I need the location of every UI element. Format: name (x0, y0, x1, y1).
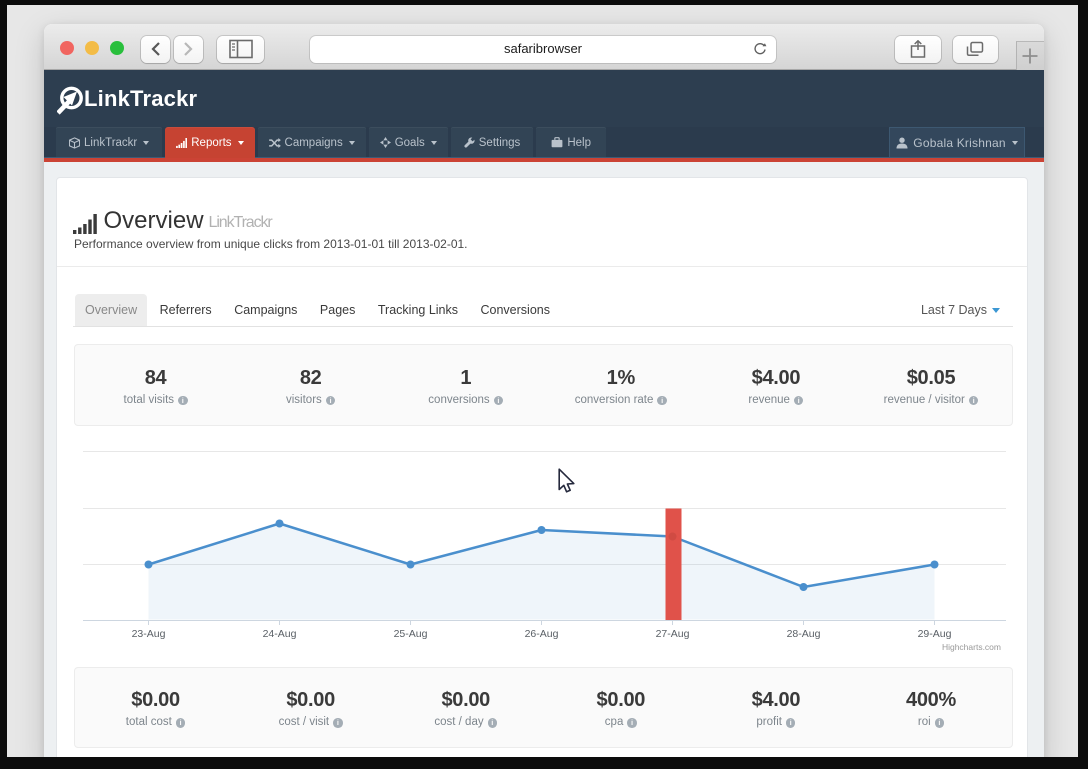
svg-text:Highcharts.com: Highcharts.com (942, 642, 1001, 652)
svg-text:28-Aug: 28-Aug (787, 628, 821, 640)
svg-text:23-Aug: 23-Aug (132, 628, 166, 640)
svg-text:25-Aug: 25-Aug (394, 628, 428, 640)
svg-text:24-Aug: 24-Aug (263, 628, 297, 640)
svg-text:27-Aug: 27-Aug (656, 628, 690, 640)
svg-text:29-Aug: 29-Aug (918, 628, 952, 640)
svg-text:26-Aug: 26-Aug (525, 628, 559, 640)
